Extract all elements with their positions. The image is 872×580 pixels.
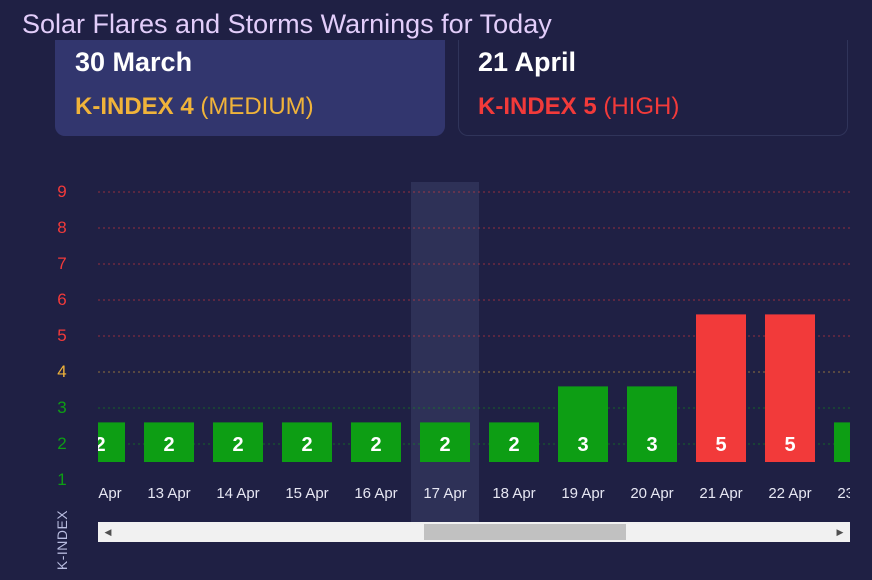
y-tick-label: 4 — [57, 362, 67, 381]
x-tick-label: 14 Apr — [216, 485, 259, 502]
x-tick-label: 18 Apr — [492, 485, 535, 502]
chart-area[interactable]: 2 12 Apr 2 13 Apr 2 14 Apr 2 15 Apr 2 16 Apr 2 17 A… — [98, 170, 850, 522]
y-tick-label: 2 — [57, 434, 67, 453]
y-tick-label: 3 — [57, 398, 67, 417]
forecast-card-april[interactable]: 21 April K-INDEX 5 (HIGH) — [458, 40, 848, 136]
scroll-thumb[interactable] — [424, 524, 626, 540]
kindex-bar-chart: 2 12 Apr 2 13 Apr 2 14 Apr 2 15 Apr 2 16 Apr 2 17 A… — [98, 182, 850, 522]
card-kindex-level: (HIGH) — [603, 93, 680, 120]
x-tick-label: 12 Apr — [98, 485, 122, 502]
bar — [98, 422, 125, 462]
forecast-card-march[interactable]: 30 March K-INDEX 4 (MEDIUM) — [55, 40, 445, 136]
y-tick-label: 8 — [57, 218, 67, 237]
y-tick-label: 9 — [57, 182, 67, 201]
card-kindex: K-INDEX 5 (HIGH) — [478, 93, 679, 121]
card-kindex: K-INDEX 4 (MEDIUM) — [75, 93, 314, 121]
scroll-left-icon[interactable]: ◀ — [104, 527, 112, 537]
x-tick-label: 21 Apr — [699, 485, 742, 502]
card-kindex-value: K-INDEX 5 — [478, 93, 597, 120]
card-kindex-value: K-INDEX 4 — [75, 93, 194, 120]
x-tick-label: 19 Apr — [561, 485, 604, 502]
bar-value-label: 3 — [577, 434, 588, 456]
card-kindex-level: (MEDIUM) — [200, 93, 314, 120]
scroll-right-icon[interactable]: ▶ — [836, 527, 844, 537]
y-tick-label: 6 — [57, 290, 67, 309]
bar — [834, 422, 850, 462]
y-tick-label: 7 — [57, 254, 67, 273]
bar — [420, 422, 470, 462]
x-tick-label: 13 Apr — [147, 485, 190, 502]
bar — [489, 422, 539, 462]
bar-value-label: 2 — [232, 434, 243, 456]
x-tick-label: 20 Apr — [630, 485, 673, 502]
x-tick-label: 16 Apr — [354, 485, 397, 502]
page-title: Solar Flares and Storms Warnings for Tod… — [22, 9, 552, 39]
bar — [558, 386, 608, 462]
bar-value-label: 2 — [439, 434, 450, 456]
chart-scrollbar[interactable]: ◀ ▶ — [98, 522, 850, 542]
x-tick-label: 23 Apr — [837, 485, 850, 502]
bar — [351, 422, 401, 462]
bar-value-label: 2 — [301, 434, 312, 456]
bar — [765, 314, 815, 462]
y-tick-label: 1 — [57, 470, 67, 489]
bar-value-label: 2 — [508, 434, 519, 456]
bar-value-label: 5 — [784, 434, 795, 456]
bar — [627, 386, 677, 462]
bar-value-label: 5 — [715, 434, 726, 456]
bar-value-label: 2 — [98, 434, 106, 456]
x-tick-label: 15 Apr — [285, 485, 328, 502]
x-tick-label: 22 Apr — [768, 485, 811, 502]
bar — [144, 422, 194, 462]
highlight-column — [411, 182, 479, 522]
bar-value-label: 2 — [370, 434, 381, 456]
x-tick-label: 17 Apr — [423, 485, 466, 502]
bar — [696, 314, 746, 462]
card-date: 21 April — [478, 47, 577, 77]
bar-value-label: 3 — [646, 434, 657, 456]
bar-value-label: 2 — [163, 434, 174, 456]
y-axis-title: K-INDEX — [54, 509, 70, 571]
y-tick-label: 5 — [57, 326, 67, 345]
bar — [213, 422, 263, 462]
card-date: 30 March — [75, 47, 193, 77]
bar — [282, 422, 332, 462]
